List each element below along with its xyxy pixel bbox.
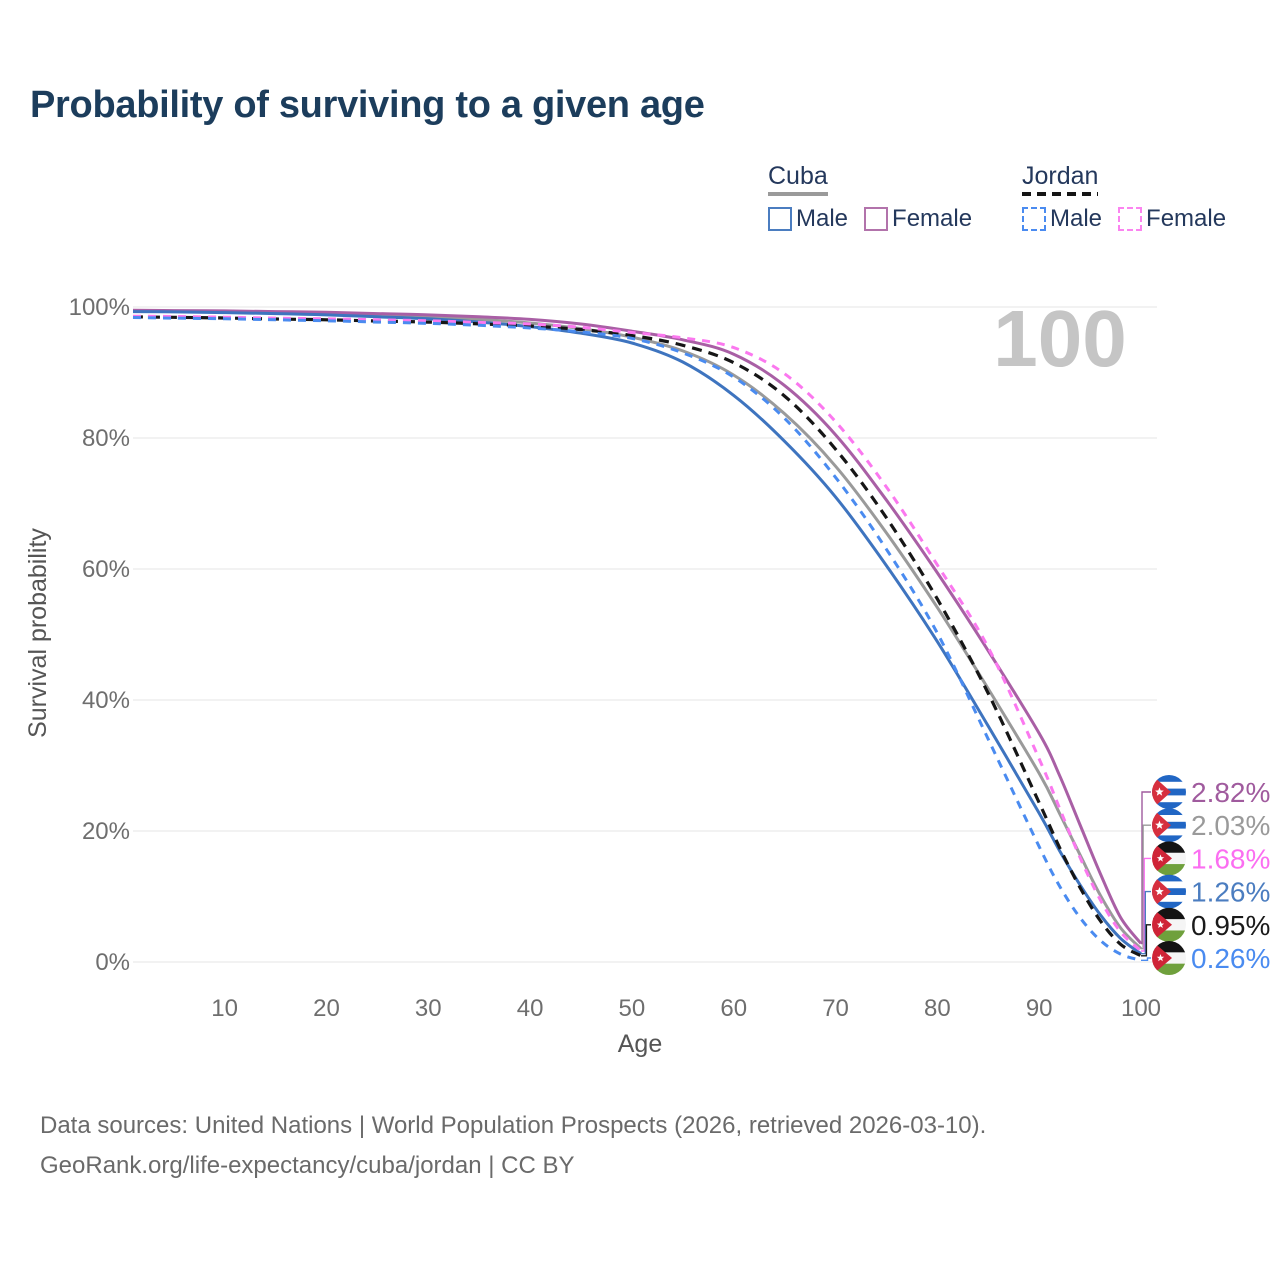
legend-group-title-jordan: Jordan (1022, 162, 1099, 190)
curve-cuba_female (132, 308, 1143, 945)
x-tick-label: 70 (822, 995, 849, 1022)
data-sources-line1: Data sources: United Nations | World Pop… (40, 1112, 987, 1139)
legend-item-jordan-female[interactable]: Female (1118, 206, 1226, 231)
connector-jordan_avg (1141, 924, 1151, 957)
curve-jordan_male (132, 316, 1142, 962)
survival-curves (132, 308, 1143, 962)
connector-jordan_female (1141, 857, 1151, 952)
x-tick-label: 50 (619, 995, 646, 1022)
y-axis-tick-labels: 0% 20% 40% 60% 80% 100% (69, 294, 130, 976)
data-sources-line2: GeoRank.org/life-expectancy/cuba/jordan … (40, 1152, 575, 1179)
end-value-cuba_female: 2.82% (1191, 777, 1270, 808)
legend-item-jordan-male[interactable]: Male (1022, 206, 1102, 231)
x-tick-label: 30 (415, 995, 442, 1022)
cuba-solid-line-sample (768, 192, 828, 196)
legend-item-label: Male (1050, 205, 1103, 232)
y-tick-label: 60% (82, 556, 130, 583)
connector-jordan_male (1141, 957, 1151, 961)
end-value-jordan_male: 0.26% (1191, 943, 1270, 974)
connector-cuba_male (1141, 890, 1151, 955)
y-tick-label: 20% (82, 818, 130, 845)
connector-cuba_avg (1141, 824, 1151, 950)
jordan-flag-icon (1152, 941, 1186, 975)
y-tick-label: 100% (69, 294, 130, 321)
curve-jordan_avg (132, 315, 1142, 958)
end-label-connectors (1141, 791, 1151, 961)
x-axis-tick-labels: 10 20 30 40 50 60 70 80 90 100 (211, 995, 1161, 1022)
legend-item-cuba-male[interactable]: Male (768, 206, 848, 231)
curve-jordan_female (132, 314, 1143, 953)
legend-group-jordan: Jordan Male Female (1022, 163, 1242, 231)
jordan-dashed-line-sample (1022, 192, 1099, 196)
end-value-jordan_avg: 0.95% (1191, 910, 1270, 941)
connector-cuba_female (1141, 791, 1151, 945)
legend-item-label: Male (796, 205, 849, 232)
gridlines (133, 306, 1157, 963)
x-tick-label: 100 (1121, 995, 1161, 1022)
y-tick-label: 80% (82, 425, 130, 452)
y-tick-label: 40% (82, 687, 130, 714)
y-axis-title: Survival probability (24, 528, 52, 738)
x-tick-label: 90 (1026, 995, 1053, 1022)
x-tick-label: 40 (517, 995, 544, 1022)
jordan-flag-icon (1152, 907, 1186, 942)
end-value-jordan_female: 1.68% (1191, 843, 1270, 874)
legend: Cuba Male Female Jordan Male (768, 163, 1268, 243)
x-tick-label: 60 (720, 995, 747, 1022)
jordan-female-swatch (1118, 206, 1143, 231)
age-watermark: 100 (993, 294, 1126, 383)
legend-item-label: Female (1146, 205, 1227, 232)
legend-item-cuba-female[interactable]: Female (864, 206, 972, 231)
x-tick-label: 80 (924, 995, 951, 1022)
end-labels: 2.82%2.03%1.68%1.26%0.95%0.26% (1152, 775, 1270, 975)
legend-group-cuba: Cuba Male Female (768, 163, 988, 231)
jordan-male-swatch (1022, 206, 1046, 231)
cuba-male-swatch (768, 206, 792, 231)
curve-cuba_male (132, 310, 1142, 955)
page-title: Probability of surviving to a given age (30, 84, 705, 126)
legend-group-title-cuba: Cuba (768, 162, 828, 190)
cuba-flag-icon (1152, 775, 1186, 809)
legend-item-label: Female (892, 205, 973, 232)
jordan-flag-icon (1152, 841, 1186, 876)
curve-cuba_avg (132, 309, 1143, 950)
x-axis-title: Age (618, 1030, 662, 1058)
cuba-female-swatch (864, 206, 889, 231)
x-tick-label: 20 (313, 995, 340, 1022)
cuba-flag-icon (1152, 808, 1186, 843)
cuba-flag-icon (1152, 874, 1186, 909)
end-value-cuba_male: 1.26% (1191, 877, 1270, 908)
end-value-cuba_avg: 2.03% (1191, 810, 1270, 841)
y-tick-label: 0% (95, 949, 130, 976)
data-sources-note: Data sources: United Nations | World Pop… (40, 1106, 986, 1186)
x-tick-label: 10 (211, 995, 238, 1022)
